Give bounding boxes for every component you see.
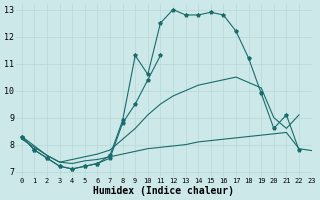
X-axis label: Humidex (Indice chaleur): Humidex (Indice chaleur) [93,186,234,196]
